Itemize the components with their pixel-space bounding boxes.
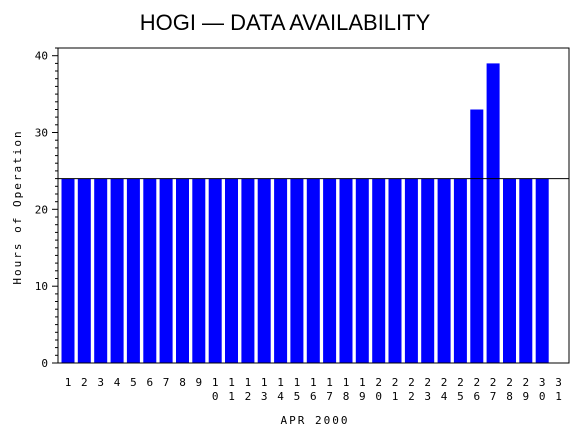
bar-apr-2 [77,178,91,363]
x-tick-label: 8 [179,376,186,389]
x-tick-label: 6 [146,376,153,389]
x-tick-label: 4 [114,376,121,389]
bar-apr-20 [372,178,386,363]
bar-apr-17 [323,178,337,363]
bar-apr-18 [339,178,353,363]
y-tick-label: 30 [35,127,48,140]
bar-apr-6 [143,178,157,363]
bar-apr-27 [486,63,500,364]
y-tick-labels: 0 10 20 30 40 [35,50,48,370]
bar-apr-16 [306,178,320,363]
bar-apr-10 [208,178,222,363]
x-tick-label: 5 [130,376,137,389]
y-tick-label: 10 [35,280,48,293]
plot-frame [57,47,570,364]
bar-apr-4 [110,178,124,363]
x-tick-label: 3 [97,376,104,389]
bar-apr-21 [388,178,402,363]
bar-apr-26 [470,109,484,363]
bar-apr-11 [225,178,238,363]
y-tick-label: 20 [35,203,48,216]
y-axis-ticks [52,47,58,364]
bar-apr-28 [503,178,516,363]
bar-apr-24 [437,178,451,363]
bar-apr-29 [519,178,533,363]
bar-apr-8 [176,178,189,363]
x-tick-label: 1 [65,376,72,389]
chart-title: HOGI — DATA AVAILABILITY [140,10,431,35]
bar-apr-7 [159,178,173,363]
bar-apr-30 [535,178,549,363]
bar-apr-19 [355,178,369,363]
y-axis-label: Hours of Operation [11,129,24,284]
x-tick-label: 9 [195,376,202,389]
bar-apr-9 [192,178,206,363]
bar-apr-1 [61,178,75,363]
bar-apr-15 [290,178,304,363]
bar-apr-13 [257,178,271,363]
bar-apr-22 [404,178,418,363]
x-tick-labels: 1 2 3 4 5 6 7 8 9 1 01 11 21 31 41 51 61 71 81 92 02 12 22 32 42… [65,376,562,403]
x-tick-label: 2 [81,376,88,389]
y-tick-label: 0 [41,357,48,370]
bar-apr-14 [274,178,288,363]
bar-apr-5 [126,178,140,363]
bars [61,63,549,364]
bar-apr-23 [421,178,435,363]
bar-apr-25 [453,178,467,363]
y-tick-label: 40 [35,50,48,63]
bar-apr-12 [241,178,255,363]
x-axis-label: APR 2000 [281,414,350,427]
bar-apr-3 [94,178,108,363]
x-tick-label: 7 [163,376,170,389]
